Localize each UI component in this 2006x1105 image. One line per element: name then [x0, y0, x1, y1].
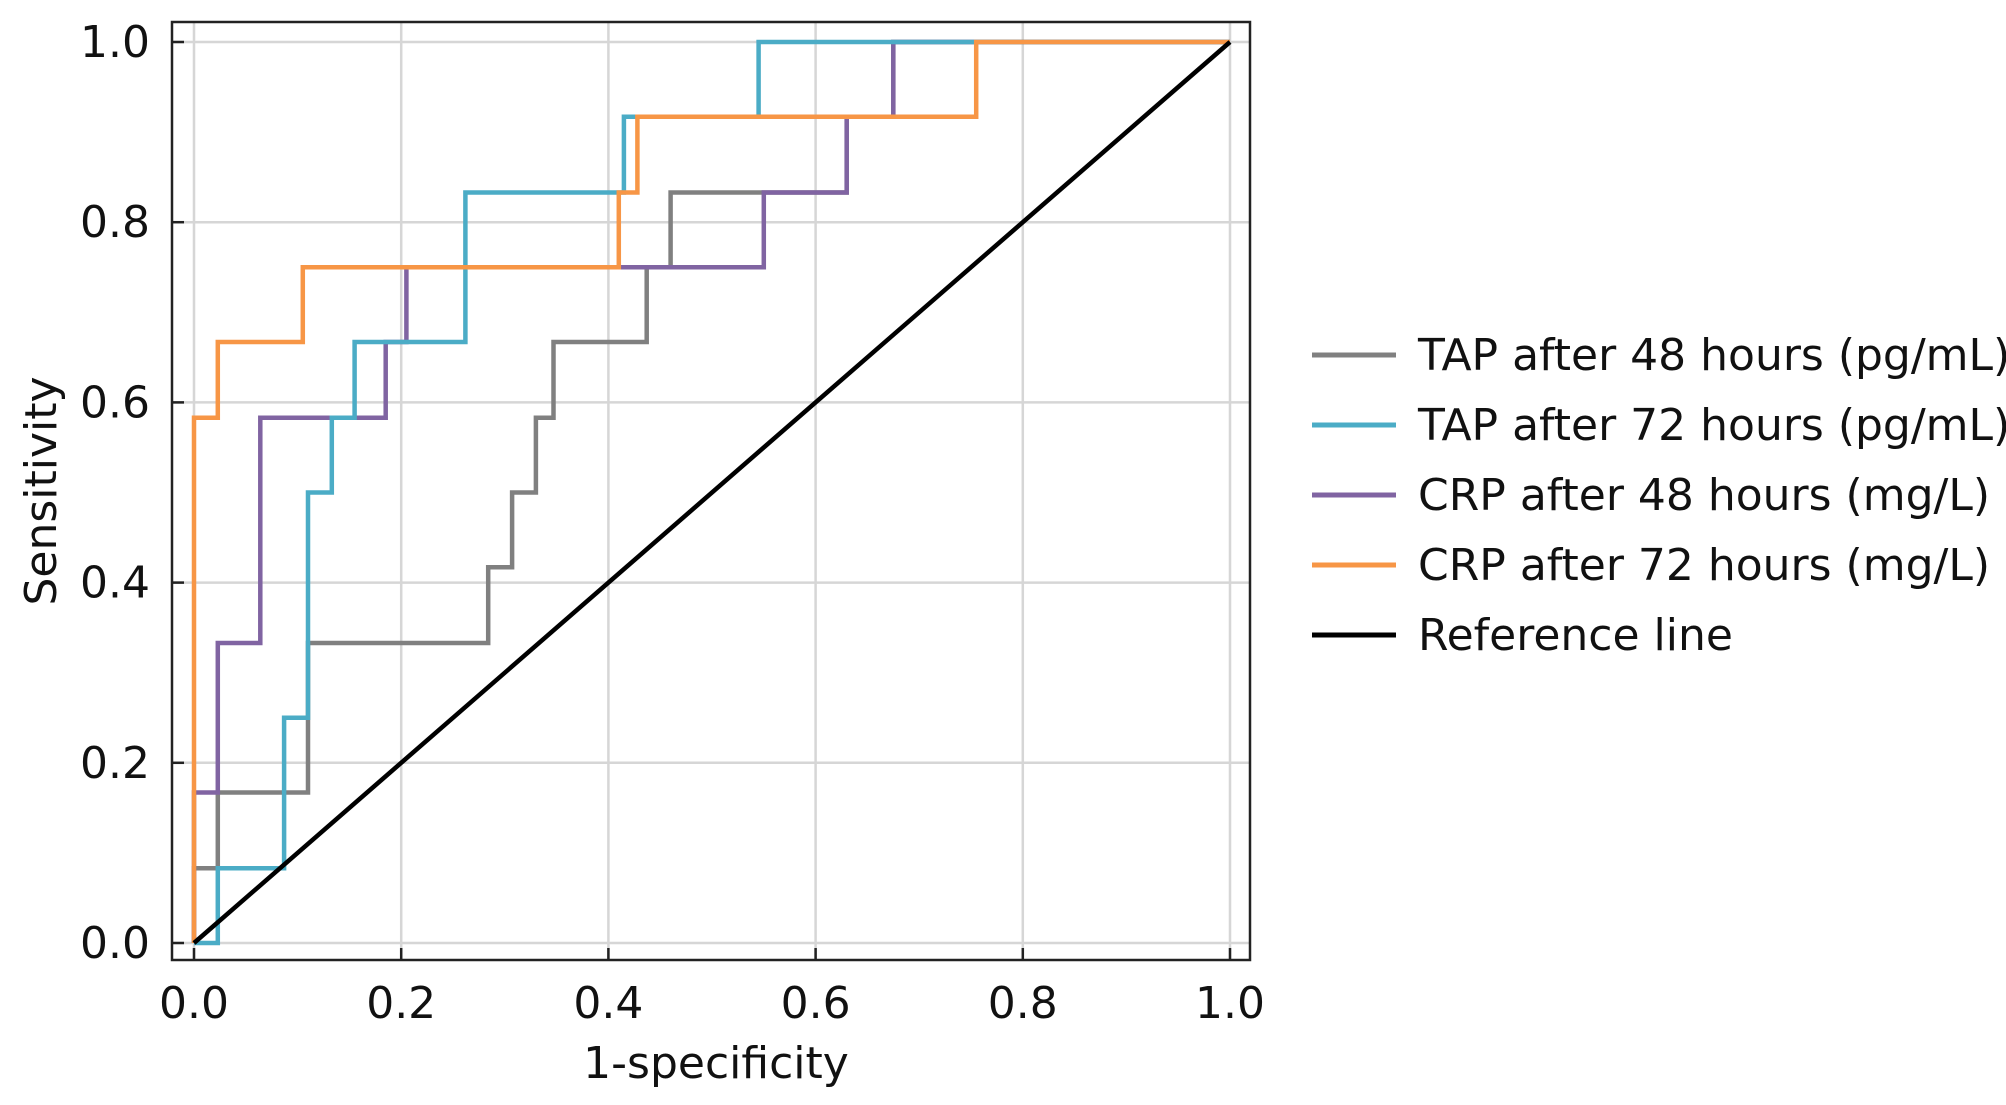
plot-frame — [170, 20, 1252, 962]
x-tick-label: 0.6 — [781, 978, 851, 1029]
x-tick-label: 0.4 — [573, 978, 643, 1029]
x-tick-label: 1.0 — [1195, 978, 1265, 1029]
legend-label: TAP after 72 hours (pg/mL) — [1417, 400, 2006, 451]
legend-label: TAP after 48 hours (pg/mL) — [1417, 330, 2006, 381]
legend-label: CRP after 72 hours (mg/L) — [1418, 540, 1990, 591]
y-axis-label: Sensitivity — [16, 376, 67, 605]
legend-label: CRP after 48 hours (mg/L) — [1418, 470, 1990, 521]
series-layer — [191, 39, 1232, 946]
y-tick-label: 0.4 — [80, 558, 150, 609]
legend: TAP after 48 hours (pg/mL) TAP after 72 h… — [1312, 330, 2006, 661]
series-line-3 — [191, 39, 1230, 943]
y-tick-label: 0.2 — [80, 738, 150, 789]
y-tick-label: 1.0 — [80, 17, 150, 68]
x-tick-label: 0.0 — [159, 978, 229, 1029]
x-axis-label: 1-specificity — [583, 1038, 849, 1089]
y-tick-label: 0.6 — [80, 377, 150, 428]
legend-label: Reference line — [1418, 610, 1733, 661]
series-line-4 — [192, 40, 1232, 945]
x-tick-label: 0.8 — [988, 978, 1058, 1029]
axis-ticks: 0.0 0.2 0.4 0.6 0.8 1.0 0.0 0.2 0.4 0.6 0.8 1.0 — [80, 17, 1265, 1029]
y-tick-label: 0.0 — [80, 918, 150, 969]
x-tick-label: 0.2 — [366, 978, 436, 1029]
grid — [172, 22, 1250, 960]
y-tick-label: 0.8 — [80, 197, 150, 248]
